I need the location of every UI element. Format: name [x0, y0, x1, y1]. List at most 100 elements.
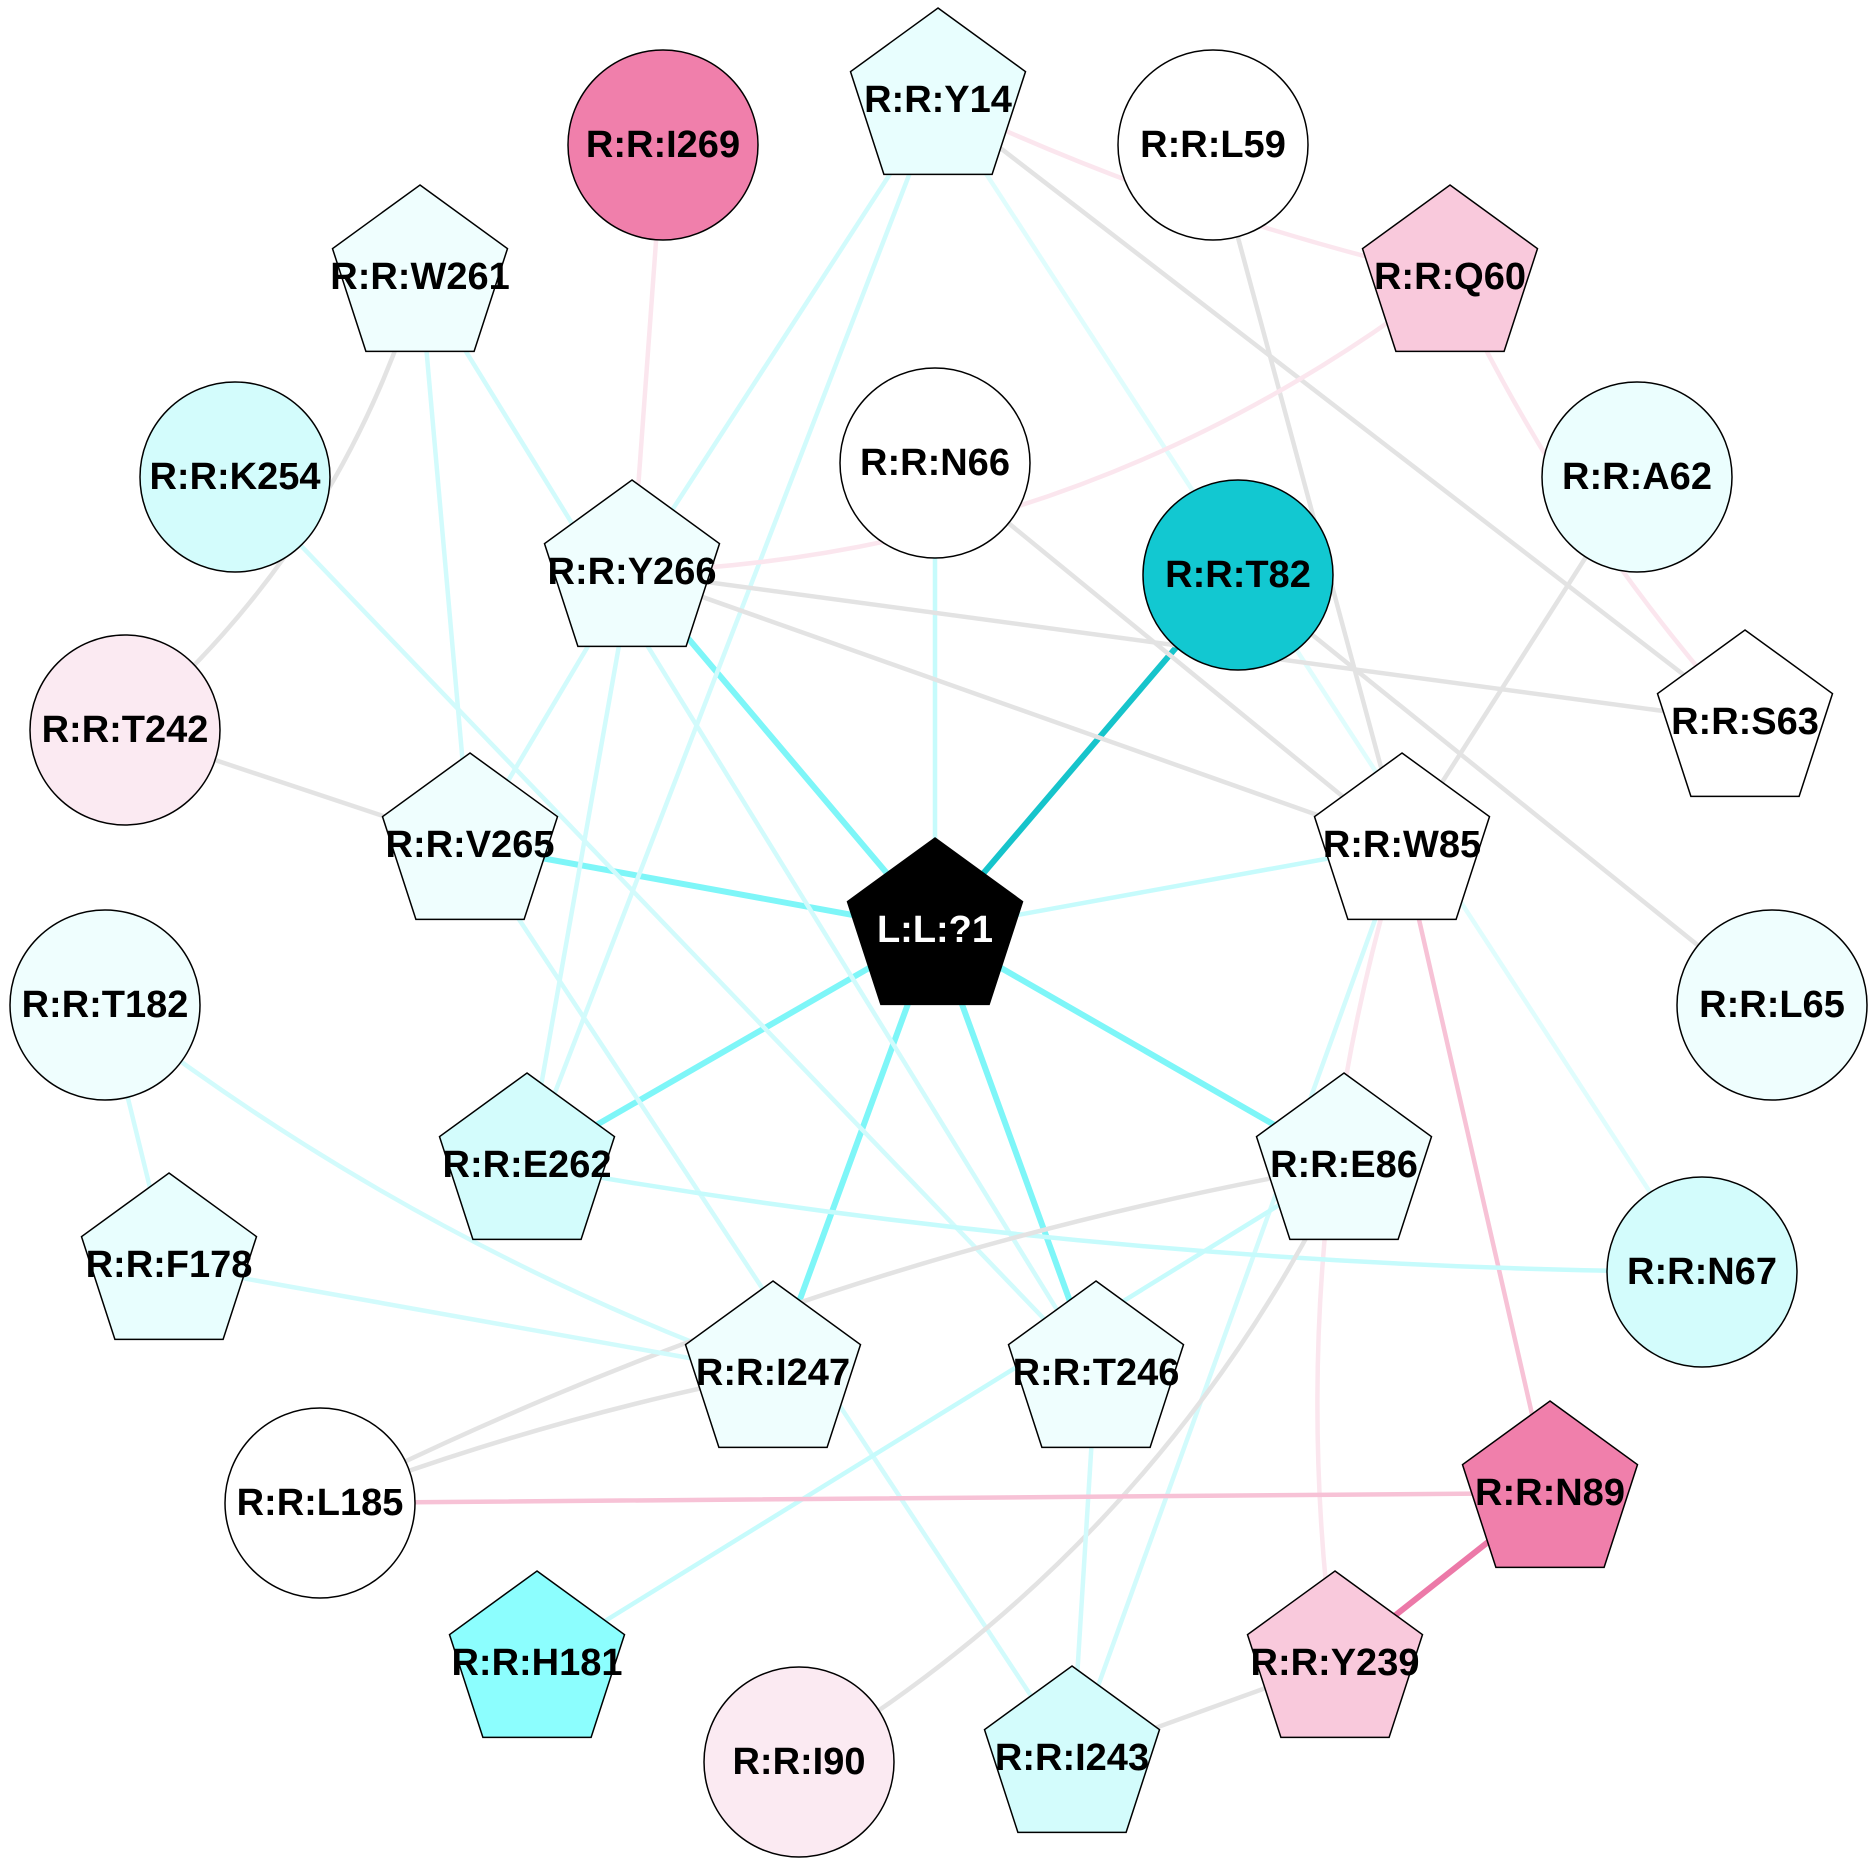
node-r-r-f178[interactable]: R:R:F178	[80, 1172, 258, 1341]
node-label: R:R:I243	[995, 1737, 1149, 1779]
node-r-r-l185[interactable]: R:R:L185	[224, 1407, 416, 1599]
edge-r-r-w261--r-r-t246	[417, 274, 1099, 1376]
node-r-r-e262[interactable]: R:R:E262	[438, 1072, 616, 1241]
node-r-r-l59[interactable]: R:R:L59	[1117, 49, 1309, 241]
node-label: R:R:Y14	[864, 79, 1012, 121]
node-pentagon-shape	[1246, 1570, 1424, 1739]
edge-r-r-y266--r-r-w85	[629, 569, 1405, 848]
node-r-r-y266[interactable]: R:R:Y266	[543, 479, 721, 648]
edge-r-r-y14--r-r-e262	[524, 97, 941, 1168]
edge-r-r-t82--r-r-l65	[1235, 572, 1775, 1008]
node-label: R:R:F178	[86, 1244, 253, 1286]
node-pentagon-shape	[1007, 1280, 1185, 1449]
edge-r-r-l185--r-r-n89	[317, 1490, 1553, 1506]
node-r-r-n89[interactable]: R:R:N89	[1461, 1400, 1639, 1569]
node-label: R:R:H181	[451, 1642, 622, 1684]
edge-r-r-l59--r-r-w85	[1210, 142, 1405, 848]
node-pentagon-shape	[331, 184, 509, 353]
node-r-r-y14[interactable]: R:R:Y14	[849, 7, 1027, 176]
node-label: L:L:?1	[877, 909, 993, 951]
node-label: R:R:Y239	[1251, 1642, 1420, 1684]
node-r-r-s63[interactable]: R:R:S63	[1656, 629, 1834, 798]
node-r-r-t246[interactable]: R:R:T246	[1007, 1280, 1185, 1449]
node-r-r-t182[interactable]: R:R:T182	[9, 909, 201, 1101]
node-r-r-i90[interactable]: R:R:I90	[703, 1666, 895, 1858]
node-label: R:R:S63	[1671, 701, 1819, 743]
node-label: R:R:W261	[330, 256, 509, 298]
node-circle-shape	[29, 634, 221, 826]
edge-r-r-e262--r-r-n67	[524, 1162, 1705, 1275]
node-pentagon-shape	[983, 1665, 1161, 1834]
node-label: R:R:E86	[1270, 1144, 1418, 1186]
node-label: R:R:A62	[1562, 456, 1712, 498]
node-r-r-q60[interactable]: R:R:Q60	[1361, 184, 1539, 353]
node-label: R:R:N66	[860, 442, 1010, 484]
node-pentagon-shape	[543, 479, 721, 648]
edge-r-r-f178--r-r-i247	[166, 1262, 776, 1376]
node-label: R:R:V265	[386, 824, 555, 866]
node-label: R:R:T246	[1013, 1352, 1180, 1394]
node-r-r-e86[interactable]: R:R:E86	[1255, 1072, 1433, 1241]
edge-r-r-e86--r-r-h181	[534, 1162, 1347, 1666]
node-circle-shape	[139, 381, 331, 573]
node-circle-shape	[9, 909, 201, 1101]
node-pentagon-shape	[1461, 1400, 1639, 1569]
node-r-r-y239[interactable]: R:R:Y239	[1246, 1570, 1424, 1739]
node-pentagon-shape	[1656, 629, 1834, 798]
node-r-r-t242[interactable]: R:R:T242	[29, 634, 221, 826]
node-label: R:R:I269	[586, 124, 740, 166]
edge-r-r-y14--r-r-y266	[629, 97, 941, 575]
node-pentagon-shape	[846, 837, 1024, 1006]
node-circle-shape	[567, 49, 759, 241]
node-r-r-w261[interactable]: R:R:W261	[330, 184, 510, 353]
node-label: R:R:I247	[696, 1352, 850, 1394]
node-r-r-v265[interactable]: R:R:V265	[381, 752, 559, 921]
node-pentagon-shape	[1255, 1072, 1433, 1241]
node-label: R:R:E262	[443, 1144, 612, 1186]
node-label: R:R:L185	[237, 1482, 404, 1524]
node-r-r-i247[interactable]: R:R:I247	[684, 1280, 862, 1449]
node-r-r-h181[interactable]: R:R:H181	[448, 1570, 626, 1739]
edge-r-r-y266--r-r-e262	[524, 569, 635, 1168]
node-label: R:R:T82	[1165, 554, 1311, 596]
node-r-r-n67[interactable]: R:R:N67	[1606, 1176, 1798, 1368]
edge-r-r-w85--r-r-n89	[1399, 842, 1553, 1496]
node-label: R:R:Q60	[1374, 256, 1526, 298]
node-r-r-w85[interactable]: R:R:W85	[1313, 752, 1491, 921]
node-circle-shape	[224, 1407, 416, 1599]
node-pentagon-shape	[1313, 752, 1491, 921]
edge-r-r-w85--r-r-y239	[1315, 842, 1405, 1666]
node-pentagon-shape	[849, 7, 1027, 176]
edge-r-r-q60--r-r-y266	[629, 274, 1453, 575]
edge-r-r-w261--r-r-v265	[417, 274, 473, 848]
node-r-r-i243[interactable]: R:R:I243	[983, 1665, 1161, 1834]
node-label: R:R:Y266	[548, 551, 717, 593]
node-r-r-n66[interactable]: R:R:N66	[839, 367, 1031, 559]
edge-r-r-y14--r-r-n67	[935, 97, 1705, 1275]
edge-r-r-w85--r-r-i243	[1069, 842, 1405, 1761]
edge-r-r-n66--r-r-w85	[932, 460, 1405, 848]
node-circle-shape	[1142, 479, 1334, 671]
node-r-r-a62[interactable]: R:R:A62	[1541, 381, 1733, 573]
node-r-r-l65[interactable]: R:R:L65	[1676, 909, 1868, 1101]
edge-r-r-t182--r-r-i247	[102, 1002, 776, 1376]
edge-r-r-e86--r-r-i90	[796, 1162, 1347, 1765]
node-pentagon-shape	[381, 752, 559, 921]
node-label: R:R:W85	[1323, 824, 1481, 866]
node-label: R:R:K254	[149, 456, 320, 498]
node-label: R:R:L65	[1699, 984, 1845, 1026]
node-pentagon-shape	[684, 1280, 862, 1449]
node-label: R:R:T242	[42, 709, 209, 751]
node-r-r-k254[interactable]: R:R:K254	[139, 381, 331, 573]
node-r-r-i269[interactable]: R:R:I269	[567, 49, 759, 241]
node-label: R:R:N89	[1475, 1472, 1625, 1514]
node-l-l-1[interactable]: L:L:?1	[846, 837, 1024, 1006]
node-label: R:R:T182	[22, 984, 189, 1026]
node-pentagon-shape	[448, 1570, 626, 1739]
node-pentagon-shape	[438, 1072, 616, 1241]
edge-r-r-y14--r-r-s63	[935, 97, 1748, 725]
node-label: R:R:L59	[1140, 124, 1286, 166]
node-r-r-t82[interactable]: R:R:T82	[1142, 479, 1334, 671]
node-label: R:R:I90	[732, 1741, 865, 1783]
